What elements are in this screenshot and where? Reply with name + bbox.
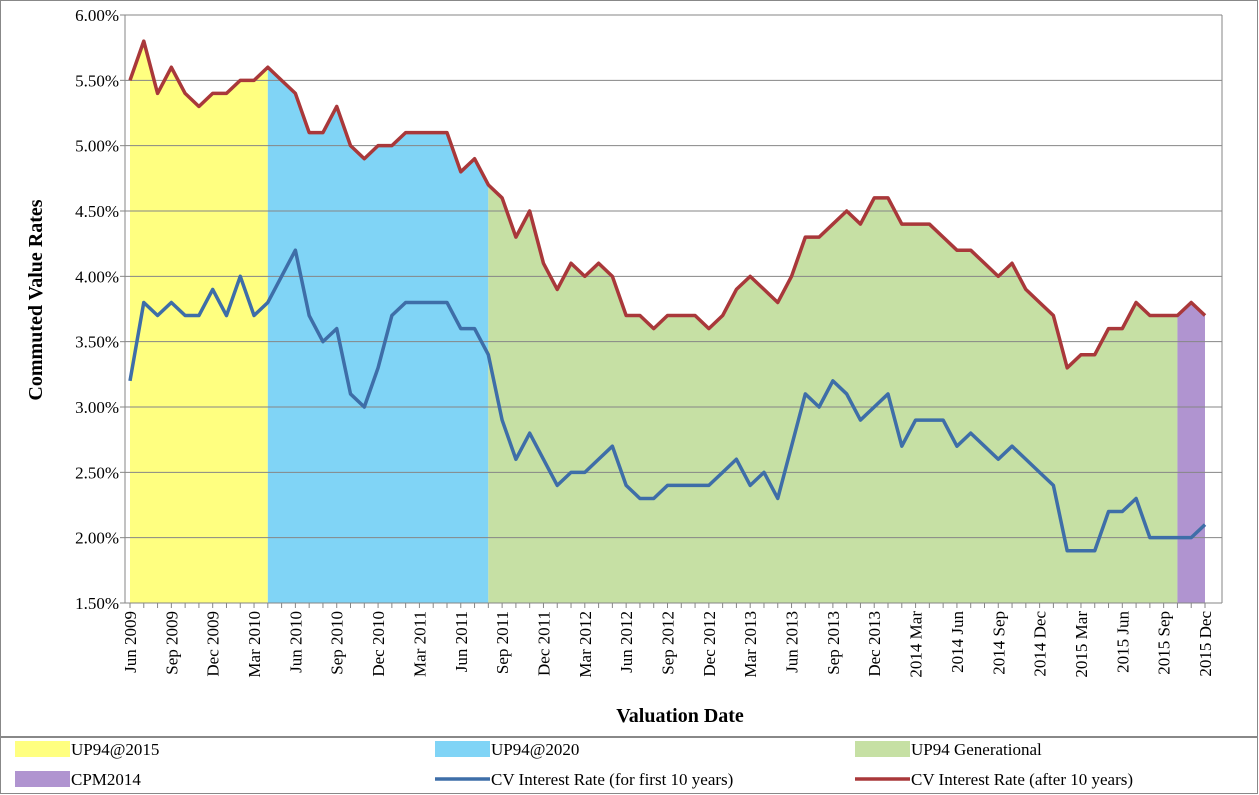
x-tick-label: Mar 2011 xyxy=(410,611,429,677)
x-tick-label: 2015 Dec xyxy=(1196,611,1215,677)
x-tick-label: Dec 2011 xyxy=(534,611,553,676)
x-axis-title: Valuation Date xyxy=(616,705,744,727)
x-tick-label: 2014 Mar xyxy=(907,611,926,678)
x-tick-label: Mar 2012 xyxy=(576,611,595,678)
y-tick-label: 5.50% xyxy=(75,71,119,90)
area xyxy=(1177,302,1205,603)
x-tick-label: Sep 2012 xyxy=(659,611,678,675)
x-tick-label: Mar 2013 xyxy=(741,611,760,678)
x-tick-label: 2014 Sep xyxy=(989,611,1008,675)
area xyxy=(488,184,1178,603)
y-tick-label: 4.00% xyxy=(75,267,119,286)
y-axis-title: Commuted Value Rates xyxy=(25,199,47,400)
x-tick-label: Sep 2010 xyxy=(328,611,347,675)
x-tick-label: Jun 2012 xyxy=(617,611,636,673)
x-tick-label: Dec 2010 xyxy=(369,611,388,677)
y-tick-label: 6.00% xyxy=(75,6,119,25)
y-tick-label: 1.50% xyxy=(75,594,119,613)
y-tick-label: 2.50% xyxy=(75,463,119,482)
y-tick-label: 3.50% xyxy=(75,333,119,352)
y-tick-label: 2.00% xyxy=(75,529,119,548)
x-tick-label: Dec 2013 xyxy=(865,611,884,677)
area xyxy=(267,67,489,604)
legend-swatch xyxy=(435,741,490,757)
area xyxy=(130,41,268,603)
x-tick-label: 2014 Jun xyxy=(948,611,967,673)
legend-frame xyxy=(0,737,1258,794)
legend-label: UP94 Generational xyxy=(911,740,1042,759)
y-tick-label: 4.50% xyxy=(75,202,119,221)
legend-label: CPM2014 xyxy=(71,770,141,789)
chart-frame xyxy=(0,0,1258,737)
x-tick-label: Sep 2011 xyxy=(493,611,512,674)
legend-swatch xyxy=(855,741,910,757)
x-tick-label: Mar 2010 xyxy=(245,611,264,678)
x-tick-label: 2015 Sep xyxy=(1155,611,1174,675)
x-tick-label: Jun 2013 xyxy=(783,611,802,673)
legend-swatch xyxy=(15,741,70,757)
plot-area xyxy=(120,14,1223,608)
x-tick-label: Jun 2010 xyxy=(286,611,305,673)
x-tick-label: Sep 2009 xyxy=(162,611,181,675)
line xyxy=(128,248,1207,553)
legend-label: UP94@2020 xyxy=(491,740,579,759)
x-tick-label: Jun 2009 xyxy=(121,611,140,673)
x-tick-label: Jun 2011 xyxy=(452,611,471,672)
line xyxy=(128,39,1207,370)
legend-label: CV Interest Rate (for first 10 years) xyxy=(491,770,733,789)
x-tick-label: 2015 Jun xyxy=(1113,611,1132,673)
x-tick-label: Dec 2009 xyxy=(204,611,223,677)
x-tick-label: Dec 2012 xyxy=(700,611,719,677)
y-tick-label: 3.00% xyxy=(75,398,119,417)
x-tick-label: 2014 Dec xyxy=(1031,611,1050,677)
x-tick-label: 2015 Mar xyxy=(1072,611,1091,678)
legend-swatch xyxy=(15,771,70,787)
legend-label: CV Interest Rate (after 10 years) xyxy=(911,770,1133,789)
y-tick-label: 5.00% xyxy=(75,137,119,156)
legend-label: UP94@2015 xyxy=(71,740,159,759)
x-tick-label: Sep 2013 xyxy=(824,611,843,675)
